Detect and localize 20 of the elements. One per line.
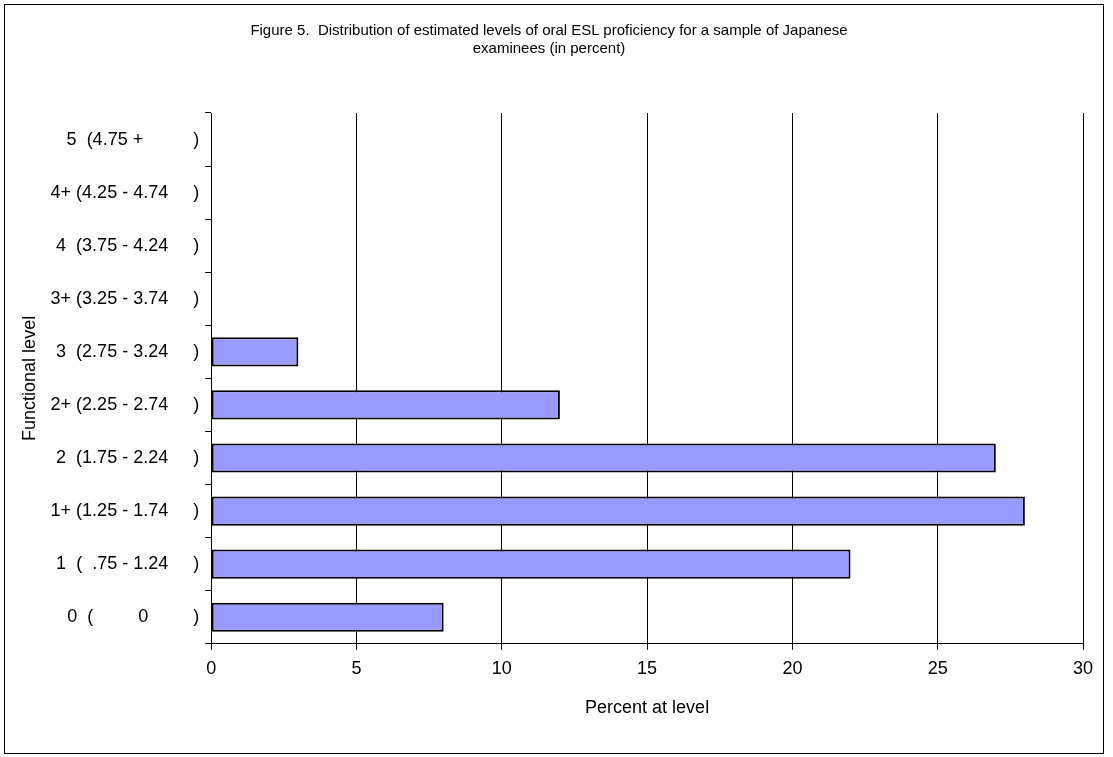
y-axis-title: Functional level — [18, 315, 39, 441]
chart-title: Figure 5. Distribution of estimated levels of oral ESL proficiency for a sample of Japanese examinees (in percent) — [250, 21, 848, 57]
y-tick-label: 5 (4.75 + ) — [66, 128, 200, 149]
x-tick-label: 10 — [491, 657, 512, 678]
x-tick-label: 20 — [782, 657, 803, 678]
y-tick-label: 3 (2.75 - 3.24 ) — [56, 340, 200, 361]
y-tick-label: 2 (1.75 - 2.24 ) — [56, 446, 200, 467]
x-tick-label: 5 — [351, 657, 362, 678]
y-tick-label: 4 (3.75 - 4.24 ) — [56, 234, 200, 255]
y-tick-label: 2+ (2.25 - 2.74 ) — [50, 393, 200, 414]
y-tick-label: 1 ( .75 - 1.24 ) — [56, 553, 200, 574]
y-tick-label: 0 ( 0 ) — [67, 606, 200, 627]
x-tick-label: 30 — [1072, 657, 1094, 678]
y-tick-label: 4+ (4.25 - 4.74 ) — [50, 181, 200, 202]
x-tick-label: 0 — [206, 657, 217, 678]
x-axis-title: Percent at level — [585, 697, 710, 718]
y-tick-label: 3+ (3.25 - 3.74 ) — [50, 287, 200, 308]
x-tick-label: 25 — [927, 657, 948, 678]
y-tick-label: 1+ (1.25 - 1.74 ) — [50, 500, 200, 521]
x-tick-label: 15 — [637, 657, 658, 678]
